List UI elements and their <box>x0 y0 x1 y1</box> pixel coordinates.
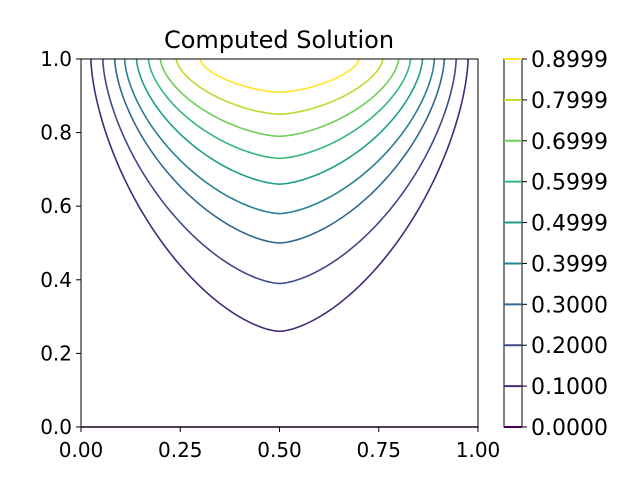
y-tick-label: 1.0 <box>40 47 72 71</box>
colorbar-tick-label: 0.3000 <box>531 293 608 318</box>
colorbar-tick-label: 0.7999 <box>531 89 608 114</box>
contour-line-3 <box>113 58 446 244</box>
y-tick-label: 0.8 <box>40 121 72 145</box>
x-tick-label: 0.25 <box>158 438 203 462</box>
contour-line-1 <box>90 58 469 333</box>
colorbar-frame <box>503 58 523 428</box>
contour-line-8 <box>175 58 384 116</box>
colorbar-tick-label: 0.8999 <box>531 48 608 73</box>
colorbar-tick-label: 0.0000 <box>531 416 608 441</box>
y-axis: 0.0 0.2 0.4 0.6 0.8 1.0 <box>40 47 81 439</box>
x-tick-label: 0.50 <box>257 438 302 462</box>
x-tick-label: 0.00 <box>59 438 104 462</box>
contour-line-6 <box>147 58 412 160</box>
colorbar: 0.0000 0.1000 0.2000 0.3000 0.3999 0.4999 0.59… <box>503 48 608 441</box>
y-tick-label: 0.0 <box>40 415 72 439</box>
colorbar-tick-label: 0.5999 <box>531 171 608 196</box>
contour-line-7 <box>159 58 400 138</box>
x-tick-label: 1.00 <box>456 438 501 462</box>
chart-title: Computed Solution <box>164 26 394 54</box>
colorbar-tick-label: 0.3999 <box>531 252 608 277</box>
x-tick-label: 0.75 <box>356 438 401 462</box>
y-tick-label: 0.6 <box>40 194 72 218</box>
colorbar-tick-label: 0.1000 <box>531 375 608 400</box>
x-axis: 0.00 0.25 0.50 0.75 1.00 <box>59 427 501 462</box>
contour-line-4 <box>123 58 436 215</box>
contour-line-9 <box>199 58 360 93</box>
colorbar-tick-label: 0.6999 <box>531 130 608 155</box>
y-tick-label: 0.2 <box>40 341 72 365</box>
contour-lines <box>81 58 478 428</box>
colorbar-tick-label: 0.2000 <box>531 334 608 359</box>
contour-line-5 <box>135 58 424 185</box>
contour-line-2 <box>102 58 457 285</box>
y-tick-label: 0.4 <box>40 268 72 292</box>
colorbar-tick-label: 0.4999 <box>531 212 608 237</box>
